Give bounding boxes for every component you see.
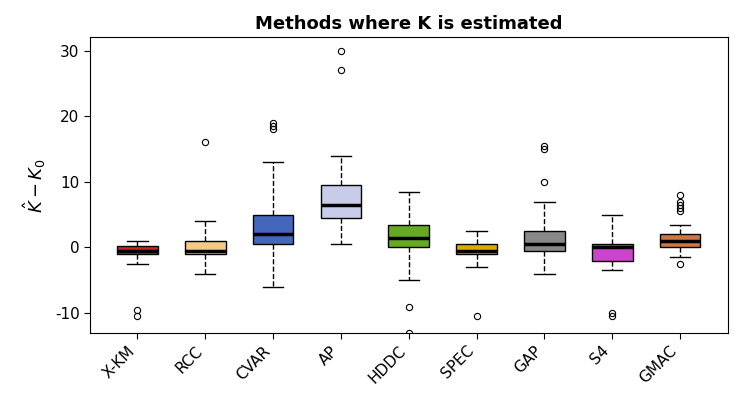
PathPatch shape bbox=[592, 244, 632, 260]
PathPatch shape bbox=[524, 231, 565, 251]
PathPatch shape bbox=[388, 225, 429, 248]
PathPatch shape bbox=[253, 215, 293, 244]
PathPatch shape bbox=[117, 246, 158, 254]
Title: Methods where K is estimated: Methods where K is estimated bbox=[255, 15, 562, 33]
PathPatch shape bbox=[320, 185, 362, 218]
Y-axis label: $\hat{K} - K_0$: $\hat{K} - K_0$ bbox=[21, 158, 48, 213]
PathPatch shape bbox=[456, 244, 497, 254]
PathPatch shape bbox=[660, 234, 700, 248]
PathPatch shape bbox=[185, 241, 226, 254]
